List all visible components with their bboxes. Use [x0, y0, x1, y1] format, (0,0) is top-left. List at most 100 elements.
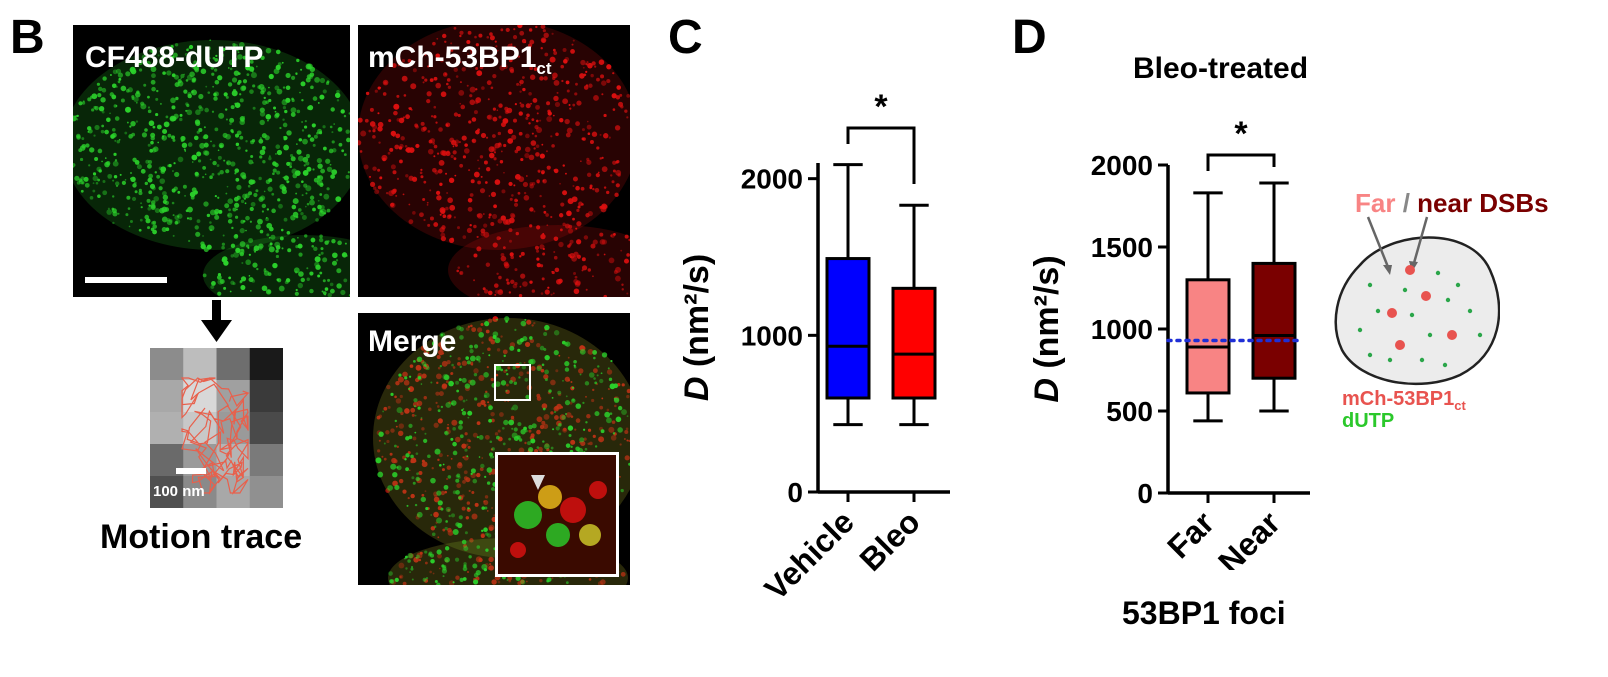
speckle	[435, 401, 438, 404]
speckle	[457, 357, 461, 361]
speckle	[576, 208, 580, 212]
speckle	[461, 539, 467, 545]
speckle	[225, 192, 228, 195]
roi-box	[494, 364, 531, 401]
speckle	[390, 463, 397, 470]
speckle	[533, 147, 536, 150]
speckle	[291, 204, 297, 210]
trace-pixel	[249, 412, 283, 445]
speckle	[118, 77, 122, 81]
speckle	[120, 85, 127, 92]
speckle	[252, 84, 256, 88]
speckle	[466, 360, 471, 365]
speckle	[502, 349, 508, 355]
speckle	[488, 418, 492, 423]
speckle	[598, 436, 605, 443]
speckle	[129, 66, 136, 73]
speckle	[480, 463, 485, 469]
box-bleo	[891, 286, 937, 400]
speckle	[141, 54, 148, 61]
speckle	[528, 447, 534, 453]
speckle	[455, 575, 460, 580]
speckle	[195, 109, 201, 116]
speckle	[603, 294, 608, 297]
speckle	[195, 231, 201, 237]
speckle	[455, 75, 459, 78]
significance-star: *	[1234, 115, 1248, 153]
speckle	[396, 94, 400, 98]
speckle	[410, 454, 414, 459]
speckle	[292, 198, 299, 205]
speckle	[575, 280, 581, 286]
speckle	[573, 359, 577, 364]
speckle	[558, 241, 564, 248]
speckle	[491, 146, 497, 152]
speckle	[447, 508, 451, 512]
speckle	[319, 182, 324, 187]
speckle	[436, 549, 442, 555]
speckle	[607, 367, 610, 370]
speckle	[437, 168, 443, 174]
speckle	[471, 117, 477, 122]
speckle	[586, 159, 592, 165]
speckle	[491, 487, 495, 491]
speckle	[206, 213, 211, 218]
speckle	[507, 575, 513, 581]
speckle	[486, 510, 489, 512]
speckle	[547, 111, 552, 116]
speckle	[496, 163, 499, 166]
motion-trace-panel: 100 nm	[150, 348, 283, 508]
speckle	[333, 123, 335, 125]
speckle	[591, 61, 596, 66]
speckle	[146, 198, 151, 203]
speckle	[183, 148, 186, 151]
speckle	[467, 445, 471, 449]
speckle	[540, 292, 544, 295]
speckle	[343, 153, 347, 157]
speckle	[475, 355, 481, 361]
speckle	[382, 157, 386, 162]
speckle	[588, 83, 593, 88]
speckle	[490, 418, 495, 423]
speckle	[420, 496, 427, 503]
speckle	[575, 121, 580, 127]
speckle	[376, 415, 381, 420]
speckle	[487, 347, 491, 352]
speckle	[496, 348, 501, 352]
speckle	[513, 202, 519, 207]
speckle	[188, 216, 193, 221]
speckle	[520, 103, 525, 108]
speckle	[438, 160, 445, 166]
speckle	[436, 405, 440, 408]
speckle	[614, 404, 617, 408]
speckle	[488, 216, 491, 219]
speckle	[403, 94, 407, 97]
speckle	[241, 174, 247, 180]
speckle	[475, 570, 481, 576]
speckle	[290, 75, 296, 80]
speckle	[488, 195, 491, 197]
speckle	[450, 457, 453, 460]
speckle	[446, 78, 451, 82]
speckle	[164, 207, 170, 212]
speckle	[553, 79, 560, 86]
speckle	[476, 70, 483, 77]
speckle	[488, 452, 494, 457]
speckle	[326, 208, 331, 213]
speckle	[424, 53, 427, 56]
speckle	[405, 148, 408, 152]
trace-scale-bar	[176, 468, 206, 474]
speckle	[528, 359, 534, 365]
speckle	[359, 150, 363, 153]
speckle	[174, 43, 179, 47]
speckle	[608, 426, 615, 433]
speckle	[473, 171, 480, 178]
speckle	[112, 179, 115, 182]
speckle	[596, 77, 600, 82]
speckle	[98, 169, 102, 173]
speckle	[250, 155, 254, 159]
speckle	[603, 186, 607, 189]
speckle	[217, 196, 220, 199]
speckle	[458, 420, 463, 425]
speckle	[325, 81, 330, 85]
